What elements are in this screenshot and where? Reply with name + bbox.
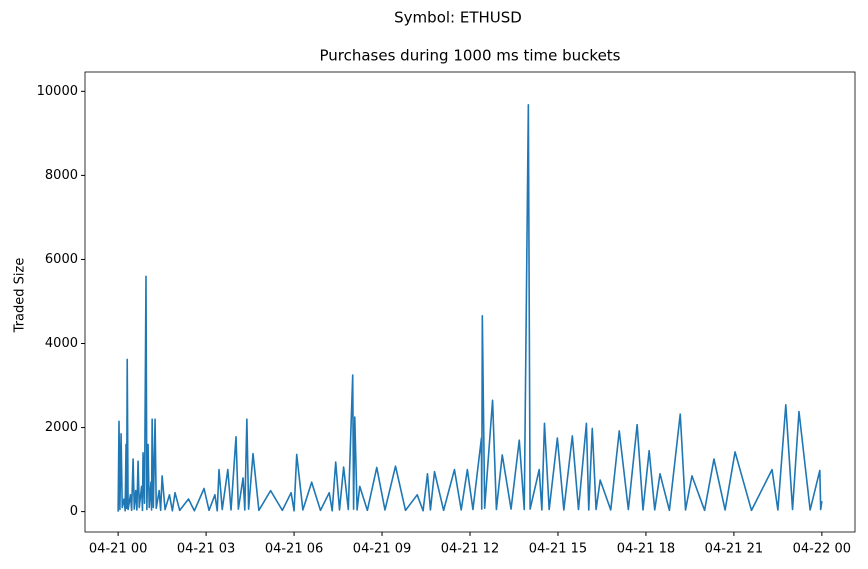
data-line xyxy=(117,103,823,512)
chart-suptitle: Symbol: ETHUSD xyxy=(394,9,522,27)
y-axis-label: Traded Size xyxy=(13,258,28,334)
y-tick-label: 0 xyxy=(70,504,78,519)
chart-title: Purchases during 1000 ms time buckets xyxy=(319,47,620,65)
y-tick-label: 4000 xyxy=(45,336,78,351)
x-tick-label: 04-21 15 xyxy=(529,542,587,557)
y-tick-label: 6000 xyxy=(45,252,78,267)
y-tick-label: 8000 xyxy=(45,168,78,183)
x-tick-label: 04-21 03 xyxy=(177,542,235,557)
x-tick-label: 04-21 21 xyxy=(705,542,763,557)
x-tick-label: 04-21 00 xyxy=(89,542,147,557)
y-tick-label: 10000 xyxy=(37,84,78,99)
x-tick-label: 04-21 18 xyxy=(617,542,675,557)
x-tick-label: 04-21 12 xyxy=(441,542,499,557)
x-tick-label: 04-21 09 xyxy=(353,542,411,557)
y-tick-label: 2000 xyxy=(45,420,78,435)
x-tick-label: 04-22 00 xyxy=(793,542,851,557)
x-tick-label: 04-21 06 xyxy=(265,542,323,557)
plot-frame xyxy=(84,71,856,533)
